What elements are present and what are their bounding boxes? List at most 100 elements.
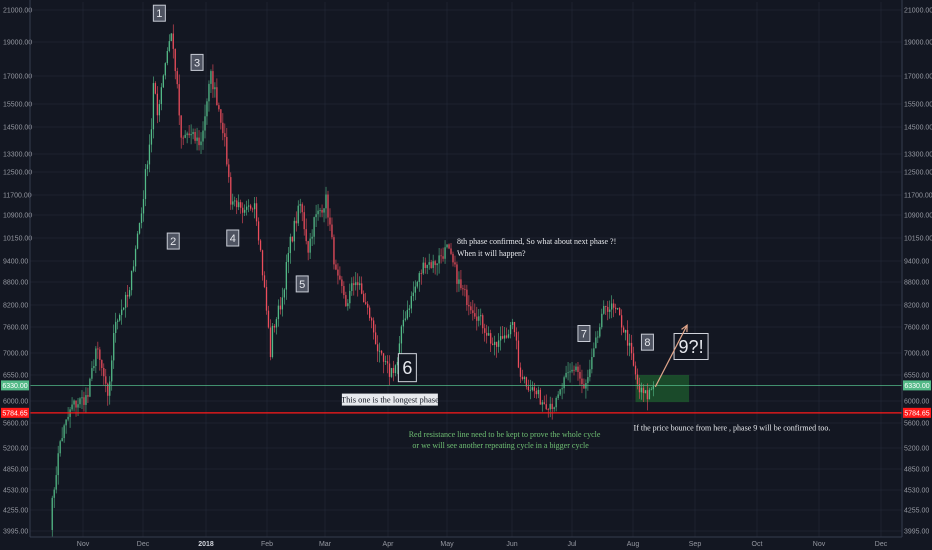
candle-body — [424, 262, 426, 269]
candle-body — [136, 233, 139, 249]
candle-body — [484, 328, 486, 333]
candle-body — [253, 203, 256, 210]
candle-body — [555, 397, 557, 408]
candle-body — [472, 310, 474, 314]
candle-body — [430, 262, 432, 268]
candle-body — [59, 441, 61, 454]
candle-body — [478, 316, 480, 321]
y-tick-label-right: 6550.00 — [904, 373, 929, 380]
candle-body — [563, 377, 565, 389]
candle-body — [244, 209, 246, 213]
y-tick-label-right: 4255.00 — [904, 508, 929, 515]
candle-body — [444, 247, 446, 259]
y-tick-label-left: 19000.00 — [3, 40, 32, 47]
y-tick-label-left: 8200.00 — [3, 303, 28, 310]
candle-body — [75, 400, 77, 408]
candle-body — [583, 384, 585, 389]
candle-body — [432, 261, 434, 268]
candle-body — [428, 262, 430, 265]
candle-body — [283, 289, 286, 298]
candle-body — [597, 336, 599, 338]
candle-body — [305, 229, 307, 242]
candle-body — [202, 130, 204, 142]
y-tick-label-left: 15500.00 — [3, 102, 32, 109]
y-tick-label-right: 8200.00 — [904, 303, 929, 310]
projection-arrow — [654, 324, 688, 388]
candle-body — [111, 360, 113, 382]
candle-body — [176, 71, 178, 85]
candle-body — [273, 325, 276, 328]
candle-body — [279, 305, 282, 310]
candle-body — [367, 303, 369, 308]
candle-body — [642, 387, 645, 394]
y-tick-label-right: 4530.00 — [904, 488, 929, 495]
y-tick-label-left: 12500.00 — [3, 170, 32, 177]
candle-body — [482, 315, 484, 329]
candle-body — [206, 101, 208, 117]
candle-body — [519, 367, 522, 377]
candle-body — [527, 386, 530, 391]
y-tick-label-left: 5600.00 — [3, 421, 28, 428]
candle-body — [603, 306, 605, 314]
candle-body — [170, 33, 172, 42]
candle-body — [73, 400, 75, 405]
candle-body — [113, 333, 115, 361]
y-tick-label-right: 11700.00 — [904, 193, 932, 200]
candle-body — [93, 366, 95, 369]
candle-body — [67, 416, 69, 420]
candle-body — [412, 292, 414, 297]
candle-body — [214, 87, 216, 90]
phase8-note-line1: 8th phase confirmed, So what about next … — [457, 237, 616, 246]
candle-body — [228, 164, 230, 178]
candle-body — [325, 194, 327, 209]
candle-body — [218, 105, 220, 110]
candle-body — [105, 376, 107, 384]
candle-body — [238, 202, 240, 208]
x-tick-label: Oct — [752, 541, 763, 548]
candle-body — [571, 369, 573, 372]
candle-body — [174, 48, 176, 72]
candle-body — [359, 283, 361, 286]
candle-body — [581, 378, 583, 385]
candle-body — [117, 320, 119, 322]
x-tick-label: Apr — [383, 541, 395, 548]
candle-body — [351, 283, 353, 291]
resistance-tag-left-text: 5784.65 — [2, 410, 27, 417]
candle-body — [557, 394, 559, 398]
y-tick-label-right: 13300.00 — [904, 152, 932, 159]
phase-label: 8 — [644, 337, 650, 349]
candle-body — [275, 319, 278, 328]
candle-body — [297, 205, 299, 224]
candle-body — [317, 210, 319, 215]
candle-body — [164, 63, 166, 76]
y-tick-label-left: 4255.00 — [3, 508, 28, 515]
candle-body — [426, 264, 428, 269]
candle-body — [251, 208, 254, 210]
candle-body — [134, 248, 137, 267]
candle-body — [335, 264, 337, 270]
x-tick-label: May — [440, 541, 454, 548]
x-tick-label: Aug — [627, 541, 640, 548]
candle-body — [109, 381, 111, 396]
candle-body — [293, 220, 295, 242]
y-tick-label-right: 10900.00 — [904, 213, 932, 220]
candle-body — [65, 419, 67, 426]
candle-body — [240, 202, 242, 208]
candle-body — [551, 403, 553, 409]
y-tick-label-right: 10150.00 — [904, 236, 932, 243]
candle-body — [416, 281, 418, 287]
candle-body — [372, 320, 375, 333]
candle-body — [440, 255, 442, 257]
candle-body — [158, 104, 161, 116]
candle-body — [595, 337, 597, 349]
phase-label-box — [190, 53, 204, 71]
candle-body — [525, 377, 528, 387]
candle-body — [216, 87, 218, 106]
y-tick-label-right: 9400.00 — [904, 259, 929, 266]
y-tick-label-right: 21000.00 — [904, 8, 932, 15]
candle-body — [569, 371, 571, 373]
candle-body — [208, 83, 210, 102]
candle-body — [561, 388, 563, 390]
y-tick-label-right: 14500.00 — [904, 125, 932, 132]
